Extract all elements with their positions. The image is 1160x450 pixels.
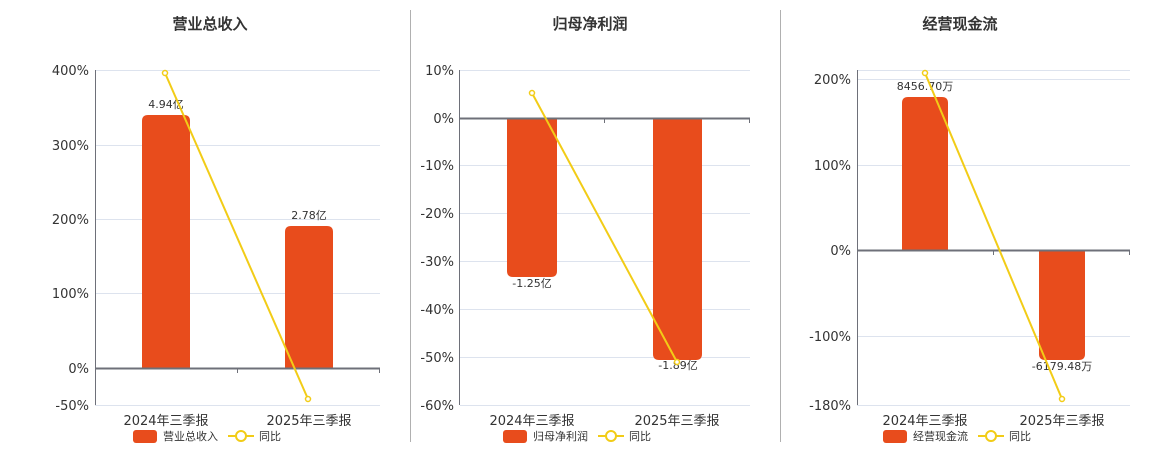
bar-2024q3[interactable]: [902, 97, 948, 250]
legend-bar-swatch[interactable]: [883, 429, 907, 443]
y-tick: 100%: [52, 287, 89, 302]
legend-line-label[interactable]: 同比: [629, 430, 651, 443]
legend-line-icon[interactable]: [598, 429, 624, 443]
yoy-line: [924, 72, 1063, 400]
chart-title: 经营现金流: [922, 15, 998, 33]
bar-value-label: -6179.48万: [1032, 360, 1092, 373]
chart-legend: 归母净利润 同比: [503, 427, 651, 445]
panel-divider: [410, 10, 411, 442]
chart-plot: 10% 0% -10% -20% -30% -40% -50% -60% -1.…: [420, 64, 750, 429]
y-tick: 300%: [52, 139, 89, 154]
bar-value-label: 4.94亿: [148, 98, 184, 111]
chart-legend: 营业总收入 同比: [133, 427, 281, 445]
yoy-point[interactable]: [528, 89, 536, 97]
y-tick: -60%: [420, 399, 454, 414]
y-tick: -40%: [420, 303, 454, 318]
y-tick: 10%: [425, 64, 454, 79]
bar-2024q3[interactable]: [507, 118, 557, 277]
bar-value-label: -1.89亿: [658, 359, 697, 372]
y-tick: -10%: [420, 159, 454, 174]
y-tick: -50%: [55, 399, 89, 414]
yoy-point[interactable]: [304, 395, 312, 403]
y-tick: -50%: [420, 351, 454, 366]
legend-line-icon[interactable]: [978, 429, 1004, 443]
bar-2025q3[interactable]: [653, 118, 702, 360]
chart-title: 营业总收入: [172, 15, 248, 33]
legend-line-icon[interactable]: [228, 429, 254, 443]
bar-2024q3[interactable]: [142, 115, 190, 368]
x-axis-label: 2025年三季报: [1019, 414, 1104, 429]
yoy-point[interactable]: [673, 358, 681, 366]
yoy-line: [164, 72, 309, 400]
chart-plot: 400% 300% 200% 100% 0% -50% 4.94亿 2.78亿 …: [52, 64, 380, 429]
yoy-line: [531, 92, 678, 363]
bar-2025q3[interactable]: [285, 226, 333, 368]
y-tick: -20%: [420, 207, 454, 222]
legend-bar-swatch[interactable]: [133, 429, 157, 443]
yoy-point[interactable]: [161, 69, 169, 77]
legend-line-label[interactable]: 同比: [1009, 430, 1031, 443]
bar-value-label: 8456.70万: [897, 80, 954, 93]
y-tick: -180%: [809, 399, 851, 414]
legend-bar-label[interactable]: 营业总收入: [163, 430, 218, 443]
chart-panel-net-profit: 归母净利润 10% 0% -10% -20% -30% -40% -50% -6…: [420, 15, 750, 445]
legend-bar-label[interactable]: 归母净利润: [533, 430, 588, 443]
y-tick: 0%: [830, 244, 851, 259]
chart-panel-revenue: 营业总收入 400% 300% 200% 100% 0% -50% 4.94亿 …: [0, 0, 400, 450]
legend-line-label[interactable]: 同比: [259, 430, 281, 443]
y-tick: 100%: [814, 159, 851, 174]
bar-value-label: -1.25亿: [512, 277, 551, 290]
chart-title: 归母净利润: [552, 15, 628, 33]
yoy-point[interactable]: [1058, 395, 1066, 403]
y-tick: -30%: [420, 255, 454, 270]
y-tick: 200%: [814, 73, 851, 88]
y-tick: -100%: [809, 330, 851, 345]
x-axis-label: 2024年三季报: [882, 414, 967, 429]
panel-divider: [780, 10, 781, 442]
yoy-point[interactable]: [921, 69, 929, 77]
x-axis-label: 2024年三季报: [489, 414, 574, 429]
legend-bar-swatch[interactable]: [503, 429, 527, 443]
legend-bar-label[interactable]: 经营现金流: [913, 430, 968, 443]
bar-2025q3[interactable]: [1039, 250, 1085, 360]
bar-value-label: 2.78亿: [291, 209, 327, 222]
x-axis-label: 2024年三季报: [123, 414, 208, 429]
x-axis-label: 2025年三季报: [634, 414, 719, 429]
y-tick: 0%: [68, 362, 89, 377]
y-tick: 0%: [433, 112, 454, 127]
y-tick: 400%: [52, 64, 89, 79]
x-axis-label: 2025年三季报: [266, 414, 351, 429]
chart-legend: 经营现金流 同比: [883, 427, 1031, 445]
y-tick: 200%: [52, 213, 89, 228]
